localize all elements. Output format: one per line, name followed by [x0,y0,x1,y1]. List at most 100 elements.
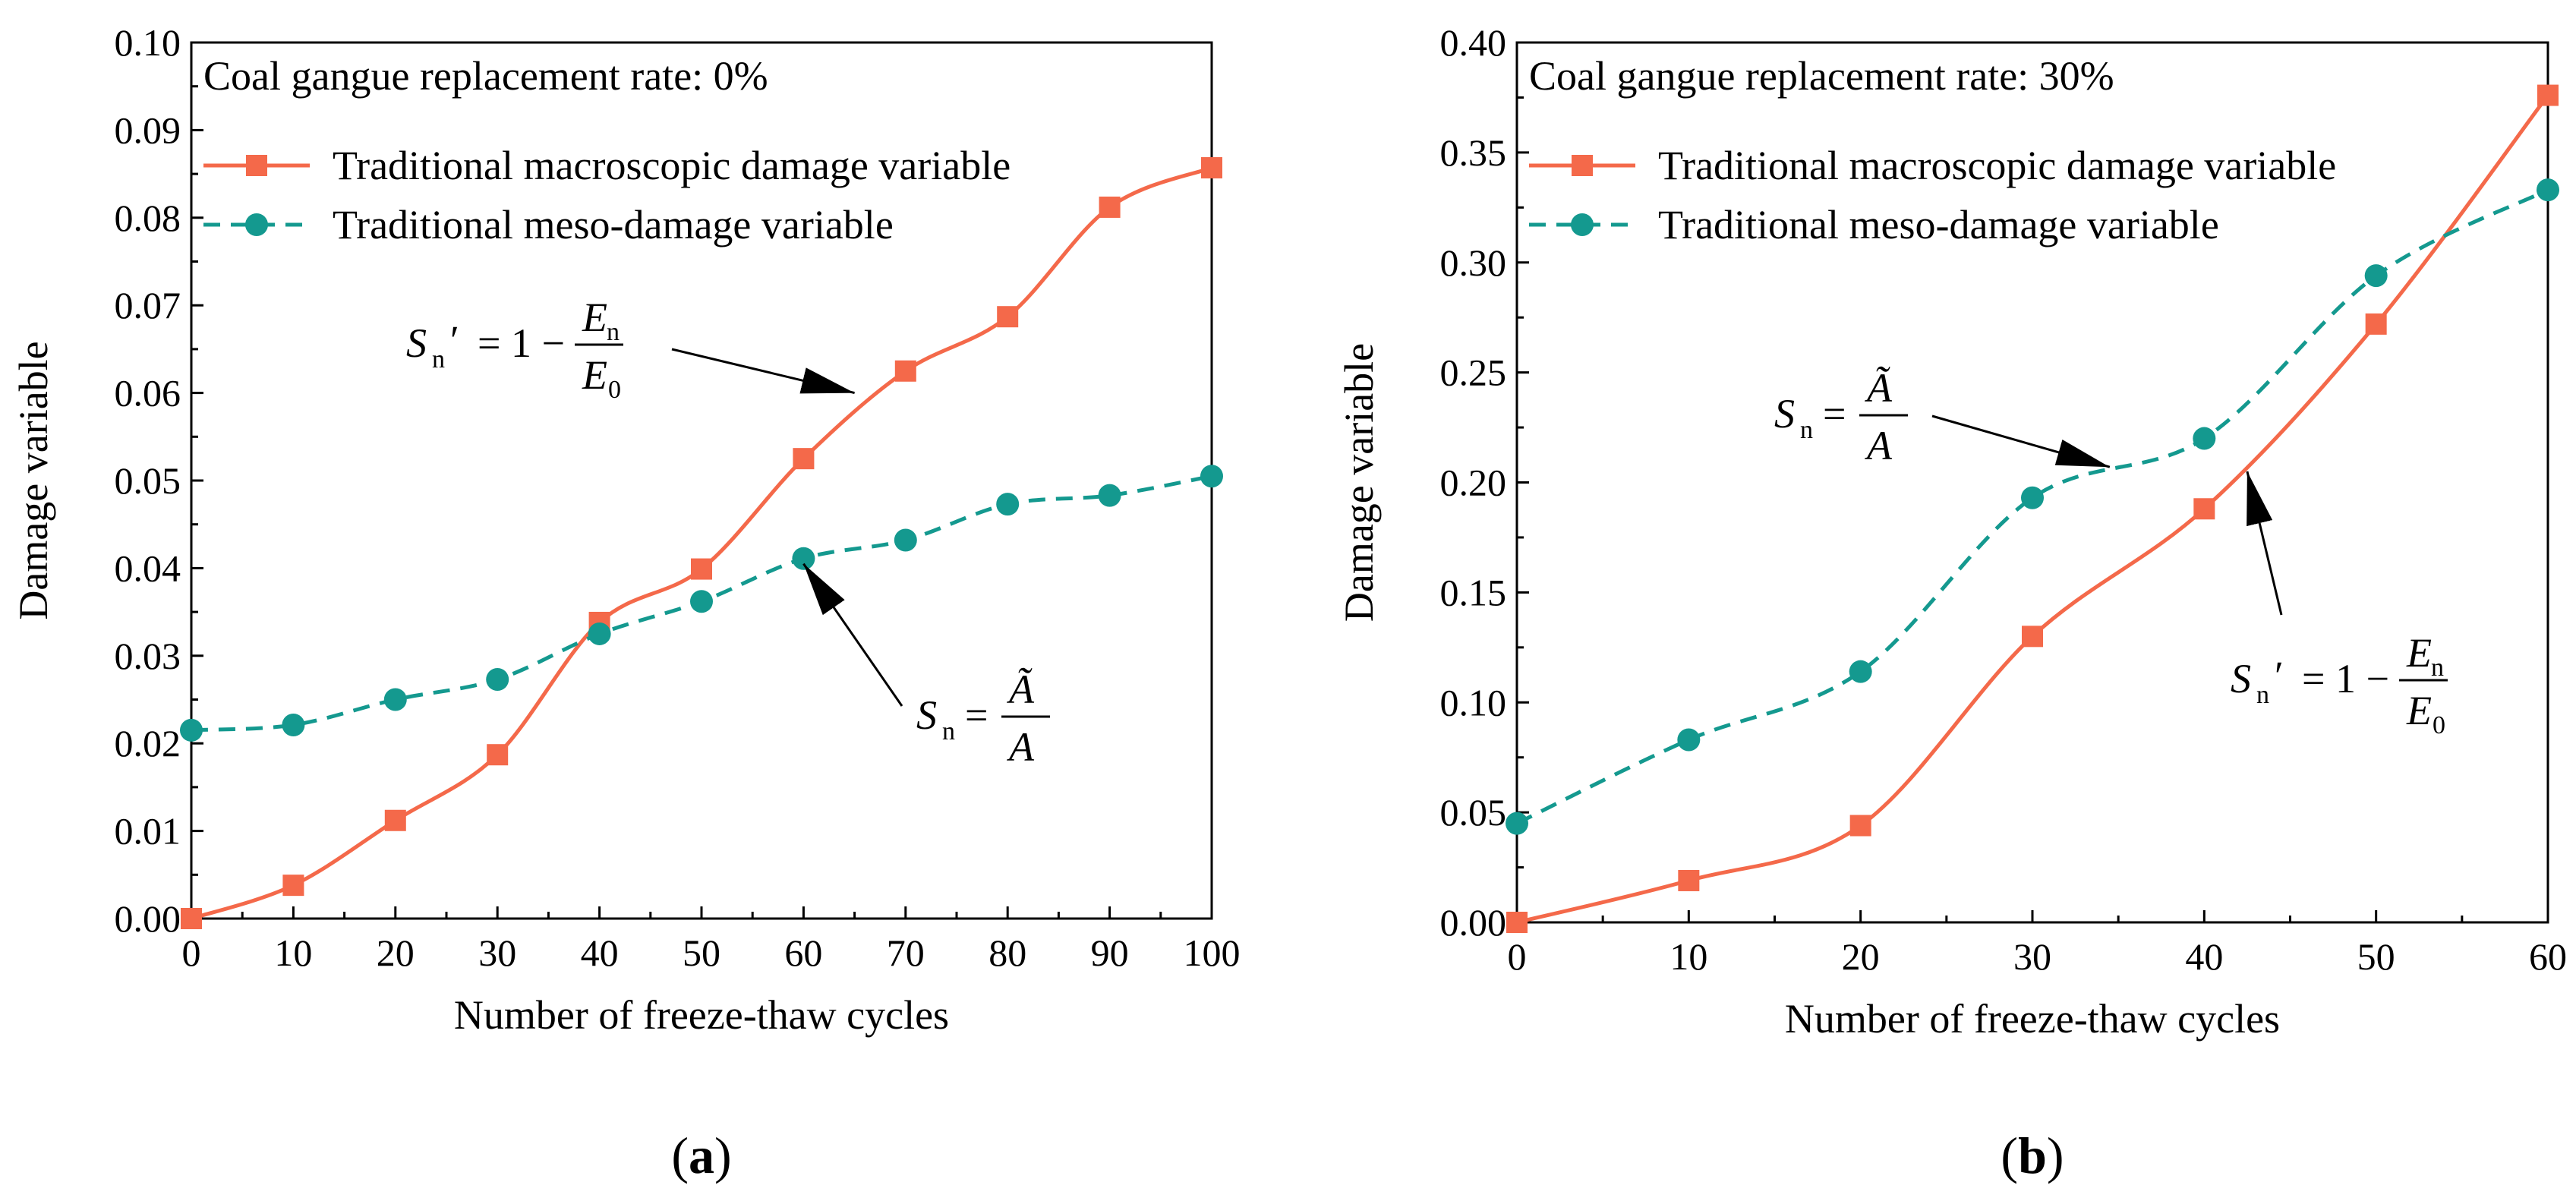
meso-point [282,713,305,736]
y-tick-label: 0.25 [1440,351,1507,394]
meso-point [383,688,407,711]
x-tick-label: 30 [478,931,516,974]
arrow-macro [671,348,855,395]
x-tick-label: 40 [581,931,619,974]
eq-lhs: S [406,320,427,366]
legend-marker [1571,213,1594,236]
meso-point [792,547,815,570]
x-tick-label: 80 [988,931,1026,974]
meso-point [2193,427,2216,450]
meso-point [1849,660,1872,683]
eq-denominator-sub: 0 [608,376,621,404]
panel-a: 0 10 20 30 40 50 60 70 80 90 100 0.00 0.01 0.02 0.03 0.… [11,21,1241,1184]
x-tick-label: 50 [2357,935,2395,978]
meso-point [996,493,1020,516]
y-axis-title: Damage variable [1336,343,1382,622]
y-tick-label: 0.10 [1440,681,1507,723]
macro-point [181,908,202,929]
meso-point [1506,812,1528,835]
eq-numerator-sub: n [2431,654,2444,682]
legend-marker [1572,155,1593,176]
macro-point [1506,912,1528,933]
eq-rhs: = 1 − [478,320,565,366]
x-tick-label: 100 [1184,931,1241,974]
macro-point [894,360,916,382]
meso-point [690,590,713,613]
x-tick-label: 40 [2185,935,2223,978]
eq-rhs: = 1 − [2302,656,2389,701]
eq-lhs-sub: n [2256,681,2269,709]
eq-lhs: S [1774,391,1795,437]
macro-point [2022,626,2043,648]
legend-label: Traditional meso-damage variable [1658,202,2219,247]
macro-line [191,165,1212,921]
eq-lhs-sub: n [432,345,445,373]
arrow-meso [1931,414,2111,468]
y-tick-label: 0.09 [115,109,181,151]
meso-point [2021,486,2044,509]
meso-point [588,622,611,645]
macro-point [487,744,509,766]
macro-point [1678,869,1700,891]
eq-denominator-sub: 0 [2433,711,2445,739]
macro-point [1849,815,1871,837]
x-tick-label: 50 [683,931,720,974]
legend-macro: Traditional macroscopic damage variable [1529,143,2336,188]
y-tick-label: 0.05 [1440,791,1507,834]
meso-point [1200,465,1223,488]
eq-denominator: A [1007,724,1035,770]
meso-point [2364,264,2388,288]
eq-denominator: E [2406,688,2432,733]
meso-point [894,528,917,552]
y-tick-label: 0.05 [115,459,181,502]
arrow-macro [2246,471,2283,616]
x-tick-label: 30 [2013,935,2051,978]
panel-b: 0 10 20 30 40 50 60 0.00 0.05 0.10 0.15 0.20 0.25 0.3… [1336,21,2567,1184]
legend-meso: Traditional meso-damage variable [203,202,894,247]
eq-lhs: S [916,692,937,738]
x-axis-title: Number of freeze-thaw cycles [1785,996,2280,1042]
series-meso [180,465,1223,742]
macro-point [793,448,815,470]
panel-label: (a) [671,1127,731,1184]
series-macroscopic [181,157,1222,929]
meso-point [180,718,203,742]
y-tick-label: 0.30 [1440,241,1507,284]
legend-label: Traditional macroscopic damage variable [1658,143,2336,188]
macro-point [2537,84,2559,106]
series-macroscopic [1506,84,2559,933]
meso-point [1677,728,1701,752]
y-tick-label: 0.03 [115,635,181,677]
y-tick-label: 0.20 [1440,462,1507,504]
x-tick-label: 70 [887,931,925,974]
arrow-meso [802,563,903,707]
legend-label: Traditional meso-damage variable [333,202,894,247]
y-tick-label: 0.08 [115,197,181,239]
eq-denominator: E [582,352,607,398]
macro-point [384,809,406,831]
macro-point [1201,157,1222,179]
x-tick-label: 60 [784,931,822,974]
eq-prime: ′ [450,317,459,363]
x-tick-label: 10 [1670,935,1707,978]
eq-prime: ′ [2275,653,2284,698]
eq-numerator-sub: n [607,318,620,346]
meso-point [1098,484,1121,507]
y-tick-label: 0.06 [115,372,181,414]
chart-heading: Coal gangue replacement rate: 30% [1529,53,2114,99]
x-tick-label: 60 [2529,935,2567,978]
macro-point [2365,313,2387,335]
series-meso [1506,178,2559,835]
legend-marker [245,213,268,236]
eq-numerator: E [2406,630,2432,676]
meso-point [486,667,509,691]
legend-label: Traditional macroscopic damage variable [333,143,1011,188]
legend-meso: Traditional meso-damage variable [1529,202,2219,247]
y-tick-label: 0.00 [115,897,181,940]
y-tick-label: 0.01 [115,810,181,853]
